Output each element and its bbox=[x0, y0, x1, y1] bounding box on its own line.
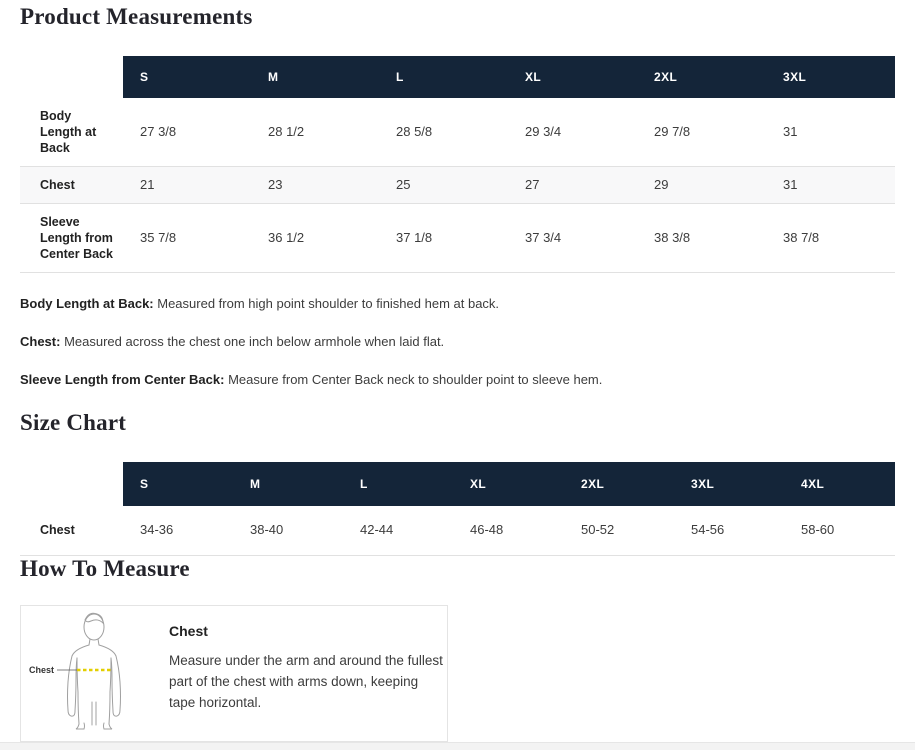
page-bottom-divider bbox=[0, 742, 915, 750]
figure-chest-label: Chest bbox=[29, 665, 54, 675]
table-cell: 34-36 bbox=[140, 522, 174, 537]
row-label: Body Length at Back bbox=[40, 109, 97, 155]
column-header-l: L bbox=[343, 462, 453, 506]
card-text-block: Chest Measure under the arm and around t… bbox=[161, 606, 459, 723]
table-cell: 29 bbox=[654, 177, 669, 192]
column-header-3xl: 3XL bbox=[766, 56, 895, 98]
size-chart-title: Size Chart bbox=[20, 410, 127, 435]
table-cell: 37 1/8 bbox=[396, 230, 433, 245]
column-header-m: M bbox=[233, 462, 343, 506]
table-cell: 23 bbox=[268, 177, 283, 192]
product-measurements-title: Product Measurements bbox=[20, 4, 253, 29]
how-to-measure-card: Chest Chest Measure under the arm and ar… bbox=[20, 605, 448, 742]
table-cell: 46-48 bbox=[470, 522, 504, 537]
table-corner-cell bbox=[20, 56, 123, 98]
table-cell: 38 3/8 bbox=[654, 230, 691, 245]
column-header-4xl: 4XL bbox=[784, 462, 895, 506]
card-title: Chest bbox=[169, 623, 208, 639]
table-row-chest: Chest 34-36 38-40 42-44 46-48 50-52 54-5… bbox=[20, 506, 895, 556]
definition-term: Body Length at Back: bbox=[20, 296, 154, 311]
table-cell: 58-60 bbox=[801, 522, 835, 537]
table-row-chest: Chest 21 23 25 27 29 31 bbox=[20, 166, 895, 204]
table-cell: 21 bbox=[140, 177, 155, 192]
table-cell: 27 bbox=[525, 177, 540, 192]
table-cell: 42-44 bbox=[360, 522, 394, 537]
table-header-row: S M L XL 2XL 3XL 4XL bbox=[20, 462, 895, 506]
column-header-s: S bbox=[123, 56, 251, 98]
table-cell: 38-40 bbox=[250, 522, 284, 537]
product-measurements-table: S M L XL 2XL 3XL Body Length at Back 27 … bbox=[20, 56, 895, 273]
column-header-xl: XL bbox=[508, 56, 637, 98]
table-cell: 35 7/8 bbox=[140, 230, 177, 245]
how-to-measure-title: How To Measure bbox=[20, 556, 190, 581]
table-cell: 31 bbox=[783, 177, 798, 192]
size-chart-table: S M L XL 2XL 3XL 4XL Chest 34-36 38-40 4… bbox=[20, 462, 895, 556]
row-label: Chest bbox=[40, 523, 75, 537]
column-header-s: S bbox=[123, 462, 233, 506]
body-figure-icon: Chest bbox=[29, 612, 121, 730]
row-label: Sleeve Length from Center Back bbox=[40, 215, 113, 261]
column-header-2xl: 2XL bbox=[637, 56, 766, 98]
table-cell: 50-52 bbox=[581, 522, 615, 537]
table-cell: 31 bbox=[783, 124, 798, 139]
definition-text: Measured across the chest one inch below… bbox=[60, 334, 445, 349]
column-header-2xl: 2XL bbox=[564, 462, 674, 506]
table-cell: 36 1/2 bbox=[268, 230, 305, 245]
definition-text: Measure from Center Back neck to shoulde… bbox=[224, 372, 603, 387]
column-header-m: M bbox=[251, 56, 379, 98]
row-label: Chest bbox=[40, 178, 75, 192]
table-cell: 37 3/4 bbox=[525, 230, 562, 245]
definition-term: Sleeve Length from Center Back: bbox=[20, 372, 225, 387]
definition-chest: Chest: Measured across the chest one inc… bbox=[20, 334, 895, 349]
column-header-xl: XL bbox=[453, 462, 564, 506]
definition-body-length: Body Length at Back: Measured from high … bbox=[20, 296, 895, 311]
table-cell: 27 3/8 bbox=[140, 124, 177, 139]
table-cell: 38 7/8 bbox=[783, 230, 820, 245]
table-cell: 28 1/2 bbox=[268, 124, 305, 139]
definition-sleeve-length: Sleeve Length from Center Back: Measure … bbox=[20, 372, 895, 387]
table-header-row: S M L XL 2XL 3XL bbox=[20, 56, 895, 98]
column-header-l: L bbox=[379, 56, 508, 98]
table-corner-cell bbox=[20, 462, 123, 506]
card-description: Measure under the arm and around the ful… bbox=[169, 653, 443, 710]
column-header-3xl: 3XL bbox=[674, 462, 784, 506]
table-cell: 54-56 bbox=[691, 522, 725, 537]
body-figure-illustration: Chest bbox=[21, 606, 161, 741]
table-cell: 28 5/8 bbox=[396, 124, 433, 139]
table-cell: 25 bbox=[396, 177, 411, 192]
table-row-body-length: Body Length at Back 27 3/8 28 1/2 28 5/8… bbox=[20, 98, 895, 167]
measurement-definitions: Body Length at Back: Measured from high … bbox=[20, 296, 895, 387]
definition-term: Chest: bbox=[20, 334, 61, 349]
definition-text: Measured from high point shoulder to fin… bbox=[153, 296, 500, 311]
table-cell: 29 3/4 bbox=[525, 124, 562, 139]
table-cell: 29 7/8 bbox=[654, 124, 691, 139]
table-row-sleeve-length: Sleeve Length from Center Back 35 7/8 36… bbox=[20, 204, 895, 273]
